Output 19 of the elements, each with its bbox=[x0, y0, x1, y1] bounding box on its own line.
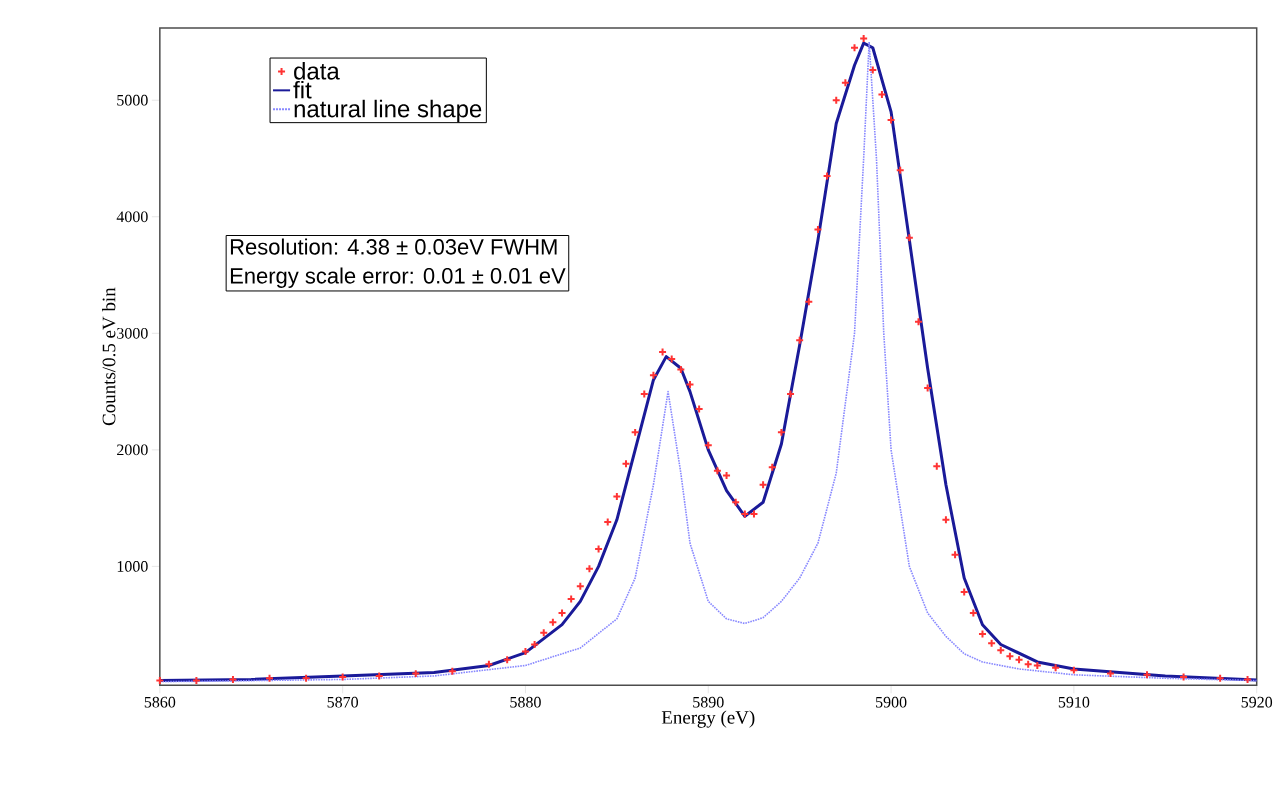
x-tick-label: 5900 bbox=[876, 696, 907, 708]
x-tick-label: 5920 bbox=[1241, 696, 1273, 708]
y-tick-label: 3000 bbox=[117, 327, 148, 339]
x-tick-label: 5910 bbox=[1058, 696, 1090, 708]
legend-label: data bbox=[294, 61, 340, 80]
x-tick-label: 5880 bbox=[510, 696, 541, 708]
y-tick-label: 2000 bbox=[117, 444, 148, 456]
x-tick-label: 5860 bbox=[144, 696, 176, 708]
y-tick-label: 1000 bbox=[117, 560, 148, 572]
y-axis-title: Counts/0.5 eV bin bbox=[102, 287, 116, 426]
x-tick-label: 5890 bbox=[693, 696, 724, 708]
annotation: Resolution: 4.38 ± 0.03eV FWHM bbox=[230, 238, 557, 255]
x-axis-title: Energy (eV) bbox=[661, 710, 755, 728]
y-tick-label: 4000 bbox=[116, 211, 148, 223]
legend-label: natural line shape bbox=[294, 99, 482, 123]
y-tick-label: 5000 bbox=[117, 94, 148, 106]
legend-label: fit bbox=[293, 80, 312, 99]
x-tick-label: 5870 bbox=[327, 696, 359, 708]
annotation: Energy scale error: 0.01 ± 0.01 eV bbox=[230, 267, 566, 288]
